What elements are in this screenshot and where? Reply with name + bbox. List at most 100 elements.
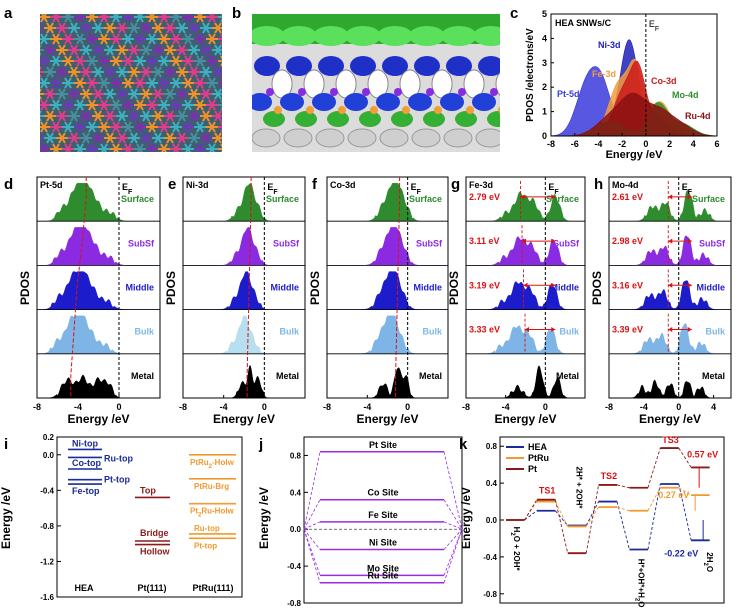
- series-label-ni-3d: Ni-3d: [598, 40, 621, 50]
- step-connector: [647, 487, 661, 511]
- atom-bond: [148, 14, 155, 23]
- y-axis-label: Energy /eV: [459, 487, 473, 549]
- layer-label: SubSf: [553, 238, 580, 248]
- group-label: Pt(111): [137, 583, 166, 593]
- surface-green-lobe: [263, 111, 285, 127]
- atom-bond: [166, 132, 174, 144]
- site-connector: [303, 451, 321, 530]
- atom-bond: [95, 155, 101, 165]
- atom-bond: [143, 155, 149, 165]
- level-label: Pt-top: [194, 541, 217, 550]
- atom-bond: [185, 143, 192, 152]
- atom-bond: [155, 155, 161, 165]
- atom-bond: [131, 1, 137, 11]
- atom-bond: [29, 34, 35, 44]
- step-connector: [524, 501, 538, 521]
- layer-label: Surface: [266, 194, 299, 204]
- panel-label-i: i: [4, 436, 8, 453]
- atom-bond: [107, 1, 113, 11]
- surface-blue-lobe: [478, 56, 500, 76]
- y-axis-label: PDOS: [164, 271, 178, 305]
- atom-bond: [106, 110, 114, 122]
- atom-bond: [83, 155, 89, 165]
- atom-bond: [167, 155, 173, 165]
- atom-bond: [118, 132, 126, 144]
- atom-bond: [190, 44, 198, 56]
- atom-bond: [100, 99, 108, 111]
- y-tick-label: -0.8: [483, 590, 497, 599]
- site-connector: [443, 521, 463, 530]
- surface-grey-lobe: [252, 128, 281, 148]
- y-tick-label: 4: [542, 33, 547, 43]
- layer-label: Bulk: [559, 327, 579, 337]
- atom-bond: [40, 121, 48, 133]
- site-connector: [303, 528, 321, 550]
- atom-bond: [227, 67, 233, 77]
- atom-bond: [142, 88, 150, 100]
- split-arrowhead: [687, 194, 692, 200]
- split-value: 2.98 eV: [612, 236, 643, 246]
- level-label: Co-top: [72, 458, 101, 468]
- atom-bond: [160, 77, 168, 89]
- series-label-pt-5d: Pt-5d: [557, 89, 580, 99]
- step-connector: [585, 484, 600, 554]
- atom-bond: [119, 155, 125, 165]
- x-tick-label: 0: [405, 402, 410, 412]
- surface-blue-lobe: [280, 93, 304, 111]
- split-arrowhead: [522, 238, 527, 244]
- atom-bond: [88, 99, 96, 111]
- atom-bond: [202, 88, 210, 100]
- atom-bond: [88, 14, 95, 23]
- x-tick-label: -4: [74, 402, 82, 412]
- atom-bond: [178, 22, 186, 34]
- chart-j: 0.8 0.4 0.0 -0.4 -0.8 Energy /eV Pt Site Co Sit…: [257, 436, 463, 608]
- surface-atom: [394, 88, 402, 96]
- split-arrowhead: [551, 326, 556, 332]
- atom-bond: [88, 55, 96, 67]
- atom-bond: [196, 121, 204, 133]
- atom-bond: [184, 77, 192, 89]
- atom-bond: [130, 22, 138, 34]
- atom-bond: [29, 12, 35, 22]
- atom-bond: [191, 155, 197, 165]
- state-label: H*+OH*+H2O: [633, 559, 645, 608]
- atom-bond: [59, 1, 65, 11]
- atom-bond: [148, 77, 156, 89]
- atom-bond: [227, 111, 233, 121]
- atom-bond: [58, 88, 66, 100]
- ts-label: TS2: [601, 471, 618, 481]
- atom-bond: [29, 56, 35, 66]
- panel-label-c: c: [510, 5, 518, 22]
- split-arrowhead: [520, 194, 525, 200]
- atom-bond: [82, 44, 90, 56]
- atom-bond: [29, 100, 35, 110]
- atom-bond: [112, 77, 120, 89]
- surface-blue-lobe: [254, 56, 280, 76]
- atom-bond: [154, 44, 162, 56]
- atom-bond: [40, 99, 48, 111]
- site-connector: [443, 499, 463, 530]
- surface-atom: [490, 88, 498, 96]
- dband-center-line: [70, 177, 87, 399]
- barrier-label: 0.27 eV: [658, 490, 689, 500]
- x-tick-label: 0: [116, 402, 121, 412]
- y-axis-label: Energy /eV: [257, 487, 271, 549]
- atom-bond: [106, 66, 114, 78]
- y-tick-label: -1.6: [40, 593, 54, 602]
- atom-bond: [202, 110, 210, 122]
- atom-bond: [47, 155, 53, 165]
- atom-bond: [191, 155, 197, 165]
- atom-bond: [131, 1, 137, 11]
- x-tick-label: -8: [605, 402, 613, 412]
- layer-label: Middle: [551, 283, 580, 293]
- atom-bond: [29, 78, 35, 88]
- atom-bond: [227, 155, 233, 165]
- split-arrowhead: [668, 326, 673, 332]
- layer-label: Metal: [419, 371, 442, 381]
- site-label: Pt Site: [369, 440, 397, 450]
- atom-bond: [29, 78, 35, 88]
- surface-atom: [362, 88, 370, 96]
- split-arrowhead: [687, 238, 692, 244]
- surface-green-lobe: [473, 26, 500, 46]
- atom-bond: [64, 14, 71, 23]
